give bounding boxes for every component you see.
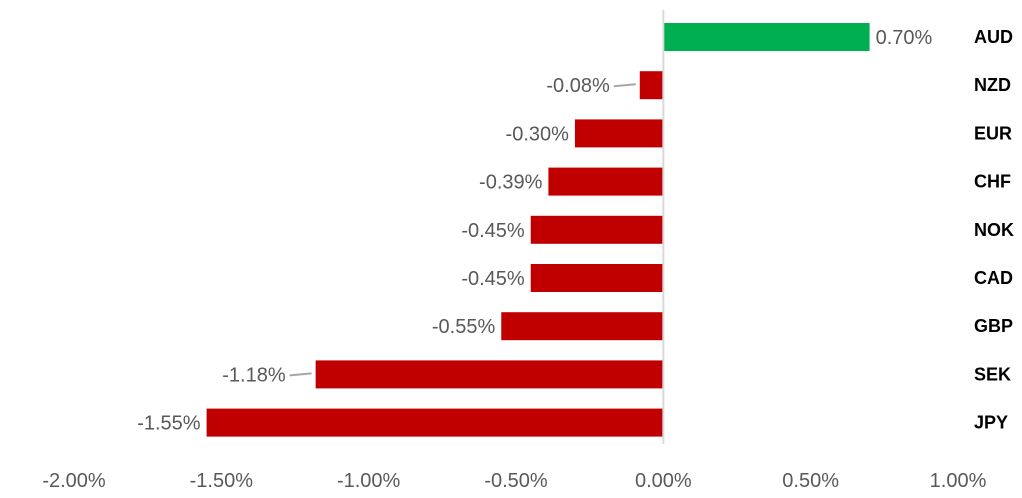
bar-eur bbox=[574, 119, 664, 148]
x-tick-label: 1.00% bbox=[930, 470, 987, 492]
data-label-nok: -0.45% bbox=[461, 220, 525, 242]
data-label-aud: 0.70% bbox=[876, 27, 933, 49]
x-tick-label: -1.50% bbox=[190, 470, 254, 492]
category-label-sek: SEK bbox=[974, 364, 1011, 384]
data-label-chf: -0.39% bbox=[479, 172, 543, 194]
category-label-nok: NOK bbox=[974, 220, 1014, 240]
leader-line-sek bbox=[289, 372, 312, 377]
leader-line-nzd bbox=[613, 83, 636, 88]
category-label-cad: CAD bbox=[974, 268, 1013, 288]
data-label-nzd: -0.08% bbox=[546, 75, 610, 97]
leader-lines-group bbox=[289, 83, 636, 377]
bar-cad bbox=[530, 264, 664, 292]
data-labels-group: 0.70% -0.08% -0.30% -0.39% -0.45% -0.45% -0.55… bbox=[137, 27, 932, 435]
bar-sek bbox=[315, 360, 664, 389]
bar-nzd bbox=[639, 71, 664, 100]
x-tick-label: 0.00% bbox=[635, 470, 692, 492]
category-label-chf: CHF bbox=[974, 172, 1011, 192]
x-tick-label: -0.50% bbox=[484, 470, 548, 492]
category-label-nzd: NZD bbox=[974, 75, 1011, 95]
category-label-eur: EUR bbox=[974, 123, 1012, 143]
bar-aud bbox=[663, 23, 870, 51]
bar-nok bbox=[530, 215, 664, 244]
data-label-gbp: -0.55% bbox=[432, 316, 496, 338]
x-axis-tick-labels-group: -2.00% -1.50% -1.00% -0.50% 0.00% 0.50% 1.00% bbox=[42, 470, 986, 492]
category-label-gbp: GBP bbox=[974, 316, 1013, 336]
data-label-cad: -0.45% bbox=[461, 268, 525, 290]
x-tick-label: -2.00% bbox=[42, 470, 106, 492]
bar-chf bbox=[548, 167, 664, 196]
category-labels-group: AUD NZD EUR CHF NOK CAD GBP SEK JPY bbox=[974, 27, 1014, 433]
data-label-jpy: -1.55% bbox=[137, 413, 201, 435]
data-label-eur: -0.30% bbox=[506, 123, 570, 145]
x-tick-label: 0.50% bbox=[782, 470, 839, 492]
data-label-sek: -1.18% bbox=[222, 364, 286, 386]
category-label-jpy: JPY bbox=[974, 413, 1008, 433]
bar-gbp bbox=[501, 312, 664, 341]
bars-group bbox=[206, 23, 870, 437]
category-label-aud: AUD bbox=[974, 27, 1013, 47]
x-tick-label: -1.00% bbox=[337, 470, 401, 492]
bar-jpy bbox=[206, 408, 664, 437]
